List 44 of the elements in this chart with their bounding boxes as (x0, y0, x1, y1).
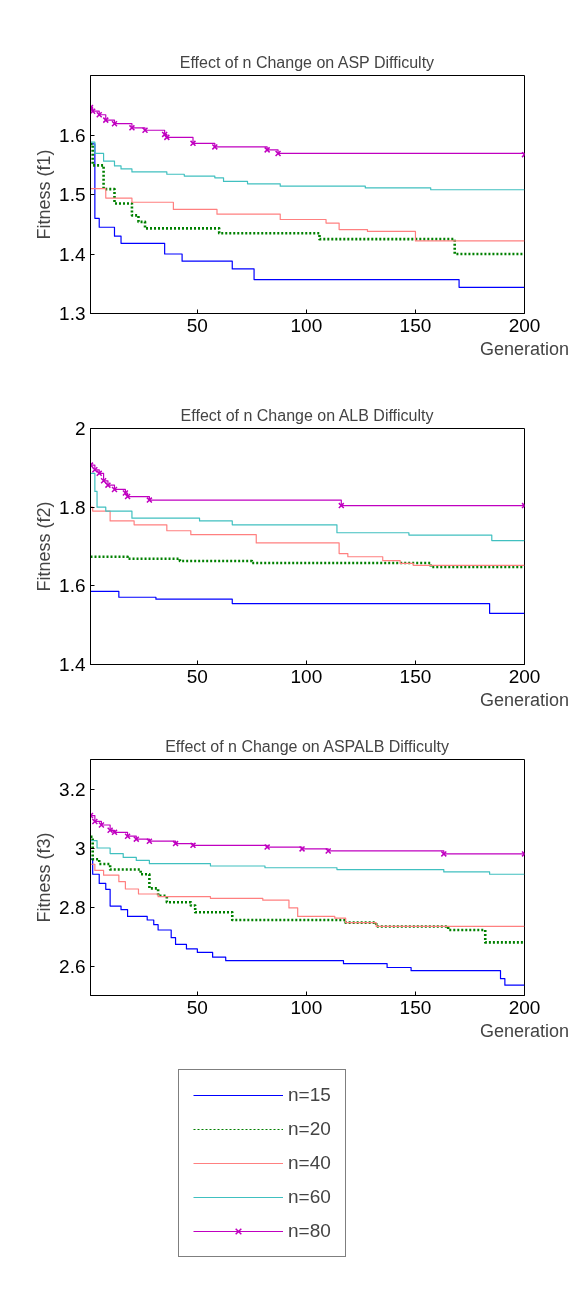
y-tick-label: 1.4 (59, 243, 86, 265)
x-tick-label: 100 (290, 996, 323, 1018)
chart-title: Effect of n Change on ALB Difficulty (180, 406, 434, 424)
y-tick-label: 2.6 (59, 955, 86, 977)
point (172, 840, 179, 847)
y-axis-title: Fitness (f2) (34, 501, 55, 592)
y-tick-label: 2.8 (59, 896, 86, 918)
legend-label: n=15 (288, 1084, 331, 1106)
legend-label: n=20 (288, 1118, 331, 1140)
y-tick-label: 3 (74, 837, 86, 859)
x-tick-label: 150 (399, 314, 432, 336)
legend-label: n=40 (288, 1152, 331, 1174)
point (96, 111, 103, 118)
legend-label: n=80 (288, 1220, 331, 1242)
x-axis-title: Generation (479, 1020, 570, 1041)
y-tick-label: 1.8 (59, 496, 86, 518)
point (124, 493, 131, 500)
y-tick-label: 2 (74, 418, 86, 439)
x-tick-label: 200 (508, 314, 541, 336)
x-tick-label: 150 (399, 996, 432, 1018)
chart-title: Effect of n Change on ASP Difficulty (179, 53, 435, 71)
point (263, 843, 271, 851)
point (263, 146, 271, 154)
legend-label: n=60 (288, 1186, 331, 1208)
x-tick-label: 150 (399, 665, 432, 687)
y-axis-title: Fitness (f3) (34, 832, 55, 923)
x-tick-label: 50 (186, 996, 208, 1018)
y-tick-label: 1.4 (59, 654, 86, 675)
y-tick-label: 1.3 (59, 303, 86, 324)
x-tick-label: 50 (186, 314, 208, 336)
y-tick-label: 1.6 (59, 124, 86, 146)
x-tick-label: 200 (508, 665, 541, 687)
x-tick-label: 100 (290, 314, 323, 336)
x-axis-title: Generation (479, 689, 570, 710)
chart-title: Effect of n Change on ASPALB Difficulty (165, 737, 449, 755)
y-tick-label: 1.6 (59, 575, 86, 597)
x-tick-label: 100 (290, 665, 323, 687)
y-axis-title: Fitness (f1) (34, 149, 55, 240)
x-tick-label: 200 (508, 996, 541, 1018)
x-axis-title: Generation (479, 338, 570, 359)
y-tick-label: 3.2 (59, 778, 86, 800)
point (111, 486, 118, 493)
x-tick-label: 50 (186, 665, 208, 687)
y-tick-label: 1.5 (59, 184, 86, 205)
